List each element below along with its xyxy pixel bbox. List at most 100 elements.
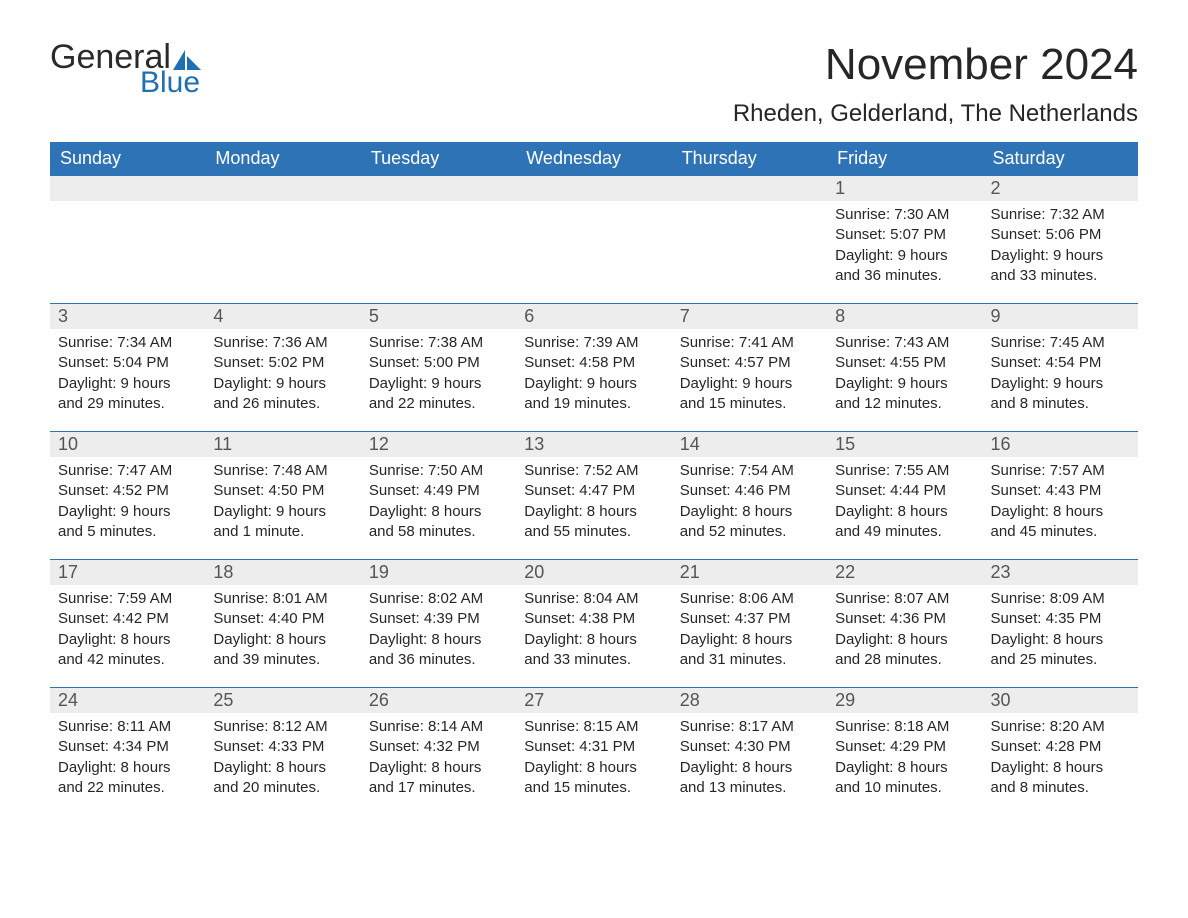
- daylight-line: Daylight: 9 hours and 8 minutes.: [991, 374, 1130, 415]
- day-number: 2: [983, 176, 1138, 201]
- day-number: 4: [205, 304, 360, 329]
- sunrise-line: Sunrise: 8:14 AM: [369, 717, 508, 737]
- daylight-line: Daylight: 9 hours and 15 minutes.: [680, 374, 819, 415]
- day-number: 30: [983, 688, 1138, 713]
- day-number: 16: [983, 432, 1138, 457]
- weekday-header-row: Sunday Monday Tuesday Wednesday Thursday…: [50, 142, 1138, 176]
- sunset-line: Sunset: 4:31 PM: [524, 737, 663, 757]
- logo: General Blue: [50, 40, 201, 98]
- sunrise-line: Sunrise: 8:15 AM: [524, 717, 663, 737]
- calendar-day-cell: 28Sunrise: 8:17 AMSunset: 4:30 PMDayligh…: [672, 688, 827, 816]
- sunset-line: Sunset: 4:38 PM: [524, 609, 663, 629]
- day-body: Sunrise: 7:30 AMSunset: 5:07 PMDaylight:…: [827, 201, 982, 294]
- sunset-line: Sunset: 5:04 PM: [58, 353, 197, 373]
- day-body: Sunrise: 7:50 AMSunset: 4:49 PMDaylight:…: [361, 457, 516, 550]
- sunset-line: Sunset: 4:50 PM: [213, 481, 352, 501]
- day-number: 21: [672, 560, 827, 585]
- day-body: Sunrise: 8:06 AMSunset: 4:37 PMDaylight:…: [672, 585, 827, 678]
- calendar-day-cell: 25Sunrise: 8:12 AMSunset: 4:33 PMDayligh…: [205, 688, 360, 816]
- sunrise-line: Sunrise: 7:41 AM: [680, 333, 819, 353]
- calendar-week-row: 3Sunrise: 7:34 AMSunset: 5:04 PMDaylight…: [50, 304, 1138, 432]
- calendar-day-cell: 30Sunrise: 8:20 AMSunset: 4:28 PMDayligh…: [983, 688, 1138, 816]
- day-body: Sunrise: 8:18 AMSunset: 4:29 PMDaylight:…: [827, 713, 982, 806]
- sunset-line: Sunset: 4:57 PM: [680, 353, 819, 373]
- daylight-line: Daylight: 8 hours and 20 minutes.: [213, 758, 352, 799]
- daylight-line: Daylight: 9 hours and 29 minutes.: [58, 374, 197, 415]
- calendar-day-cell: [50, 176, 205, 304]
- day-number: 22: [827, 560, 982, 585]
- day-body: Sunrise: 7:36 AMSunset: 5:02 PMDaylight:…: [205, 329, 360, 422]
- calendar-day-cell: 29Sunrise: 8:18 AMSunset: 4:29 PMDayligh…: [827, 688, 982, 816]
- header: General Blue November 2024 Rheden, Gelde…: [50, 40, 1138, 128]
- sunset-line: Sunset: 4:44 PM: [835, 481, 974, 501]
- sunset-line: Sunset: 4:37 PM: [680, 609, 819, 629]
- calendar-week-row: 17Sunrise: 7:59 AMSunset: 4:42 PMDayligh…: [50, 560, 1138, 688]
- day-number: 17: [50, 560, 205, 585]
- day-body: Sunrise: 8:07 AMSunset: 4:36 PMDaylight:…: [827, 585, 982, 678]
- sunrise-line: Sunrise: 8:20 AM: [991, 717, 1130, 737]
- calendar-week-row: 1Sunrise: 7:30 AMSunset: 5:07 PMDaylight…: [50, 176, 1138, 304]
- sunrise-line: Sunrise: 7:50 AM: [369, 461, 508, 481]
- calendar-day-cell: [516, 176, 671, 304]
- sunset-line: Sunset: 4:49 PM: [369, 481, 508, 501]
- daylight-line: Daylight: 9 hours and 22 minutes.: [369, 374, 508, 415]
- sunrise-line: Sunrise: 8:18 AM: [835, 717, 974, 737]
- calendar-day-cell: 18Sunrise: 8:01 AMSunset: 4:40 PMDayligh…: [205, 560, 360, 688]
- day-number: 20: [516, 560, 671, 585]
- calendar-day-cell: 20Sunrise: 8:04 AMSunset: 4:38 PMDayligh…: [516, 560, 671, 688]
- sunset-line: Sunset: 4:47 PM: [524, 481, 663, 501]
- day-body: Sunrise: 7:38 AMSunset: 5:00 PMDaylight:…: [361, 329, 516, 422]
- day-number: 19: [361, 560, 516, 585]
- sunrise-line: Sunrise: 7:32 AM: [991, 205, 1130, 225]
- calendar-day-cell: [672, 176, 827, 304]
- logo-word-blue: Blue: [140, 68, 200, 98]
- calendar-day-cell: 10Sunrise: 7:47 AMSunset: 4:52 PMDayligh…: [50, 432, 205, 560]
- calendar-day-cell: 23Sunrise: 8:09 AMSunset: 4:35 PMDayligh…: [983, 560, 1138, 688]
- day-number: 12: [361, 432, 516, 457]
- daylight-line: Daylight: 8 hours and 22 minutes.: [58, 758, 197, 799]
- daylight-line: Daylight: 8 hours and 39 minutes.: [213, 630, 352, 671]
- daylight-line: Daylight: 9 hours and 36 minutes.: [835, 246, 974, 287]
- calendar-day-cell: 19Sunrise: 8:02 AMSunset: 4:39 PMDayligh…: [361, 560, 516, 688]
- daylight-line: Daylight: 8 hours and 17 minutes.: [369, 758, 508, 799]
- calendar-day-cell: 7 Sunrise: 7:41 AMSunset: 4:57 PMDaylight…: [672, 304, 827, 432]
- day-number: 15: [827, 432, 982, 457]
- day-body: Sunrise: 8:01 AMSunset: 4:40 PMDaylight:…: [205, 585, 360, 678]
- sunrise-line: Sunrise: 7:39 AM: [524, 333, 663, 353]
- sunrise-line: Sunrise: 8:09 AM: [991, 589, 1130, 609]
- daylight-line: Daylight: 8 hours and 58 minutes.: [369, 502, 508, 543]
- day-number: 7: [672, 304, 827, 329]
- page-title: November 2024: [733, 40, 1138, 90]
- calendar-day-cell: 13Sunrise: 7:52 AMSunset: 4:47 PMDayligh…: [516, 432, 671, 560]
- sunset-line: Sunset: 4:40 PM: [213, 609, 352, 629]
- weekday-header: Friday: [827, 142, 982, 176]
- calendar-day-cell: 26Sunrise: 8:14 AMSunset: 4:32 PMDayligh…: [361, 688, 516, 816]
- day-number: 10: [50, 432, 205, 457]
- sunset-line: Sunset: 4:32 PM: [369, 737, 508, 757]
- day-body: Sunrise: 8:20 AMSunset: 4:28 PMDaylight:…: [983, 713, 1138, 806]
- day-body: Sunrise: 7:43 AMSunset: 4:55 PMDaylight:…: [827, 329, 982, 422]
- daylight-line: Daylight: 8 hours and 15 minutes.: [524, 758, 663, 799]
- sunset-line: Sunset: 4:52 PM: [58, 481, 197, 501]
- sunset-line: Sunset: 4:28 PM: [991, 737, 1130, 757]
- day-body: Sunrise: 7:34 AMSunset: 5:04 PMDaylight:…: [50, 329, 205, 422]
- day-body: Sunrise: 8:15 AMSunset: 4:31 PMDaylight:…: [516, 713, 671, 806]
- daylight-line: Daylight: 8 hours and 28 minutes.: [835, 630, 974, 671]
- day-body: Sunrise: 8:14 AMSunset: 4:32 PMDaylight:…: [361, 713, 516, 806]
- sunrise-line: Sunrise: 8:11 AM: [58, 717, 197, 737]
- day-number: 23: [983, 560, 1138, 585]
- title-block: November 2024 Rheden, Gelderland, The Ne…: [733, 40, 1138, 128]
- calendar-day-cell: 1Sunrise: 7:30 AMSunset: 5:07 PMDaylight…: [827, 176, 982, 304]
- day-body: Sunrise: 8:09 AMSunset: 4:35 PMDaylight:…: [983, 585, 1138, 678]
- day-number: [672, 176, 827, 201]
- daylight-line: Daylight: 8 hours and 36 minutes.: [369, 630, 508, 671]
- daylight-line: Daylight: 8 hours and 33 minutes.: [524, 630, 663, 671]
- day-number: 24: [50, 688, 205, 713]
- daylight-line: Daylight: 9 hours and 26 minutes.: [213, 374, 352, 415]
- page-subtitle: Rheden, Gelderland, The Netherlands: [733, 100, 1138, 128]
- weekday-header: Sunday: [50, 142, 205, 176]
- day-body: Sunrise: 8:11 AMSunset: 4:34 PMDaylight:…: [50, 713, 205, 806]
- daylight-line: Daylight: 8 hours and 55 minutes.: [524, 502, 663, 543]
- calendar-day-cell: 4Sunrise: 7:36 AMSunset: 5:02 PMDaylight…: [205, 304, 360, 432]
- day-body: Sunrise: 8:04 AMSunset: 4:38 PMDaylight:…: [516, 585, 671, 678]
